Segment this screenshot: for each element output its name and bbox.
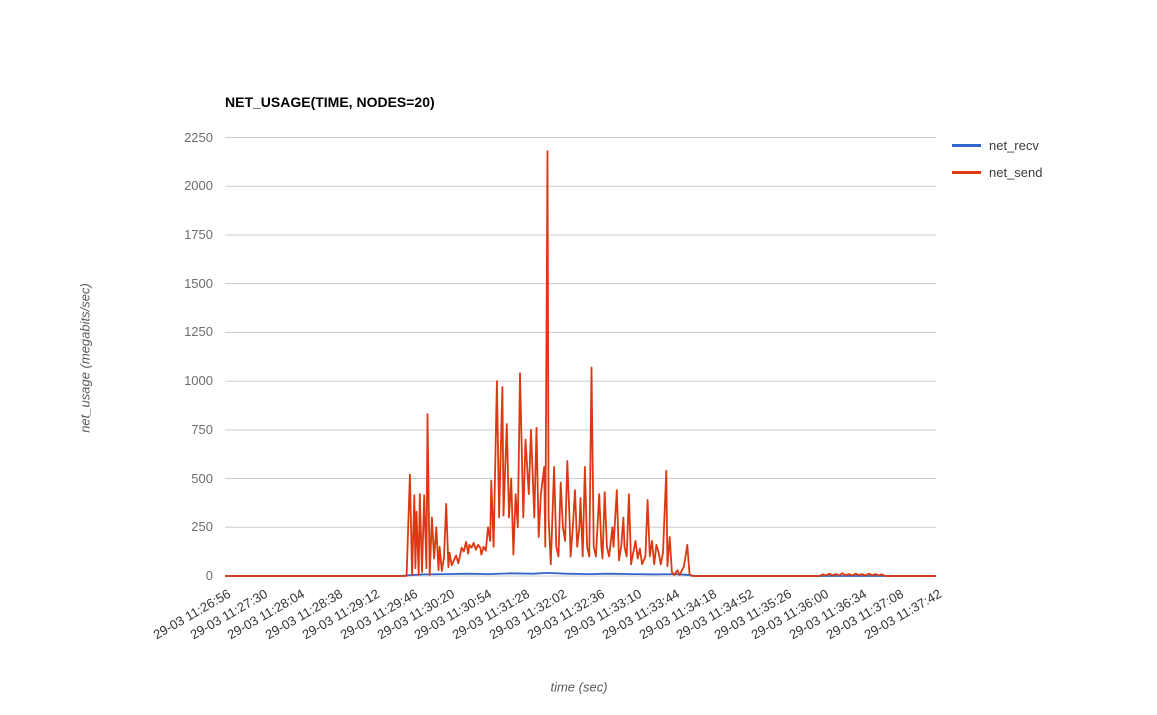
- legend-item-net-recv: net_recv: [952, 132, 1043, 159]
- legend-label-net-send: net_send: [989, 165, 1043, 180]
- net_recv-line[interactable]: [225, 572, 936, 577]
- y-axis-tick-label: 1250: [184, 324, 213, 340]
- y-axis-tick-label: 2250: [184, 129, 213, 145]
- y-axis-tick-label: 2000: [184, 178, 213, 194]
- y-axis-tick-label: 1000: [184, 373, 213, 389]
- y-axis-tick-label: 250: [191, 519, 213, 535]
- legend: net_recv net_send: [952, 132, 1043, 186]
- y-axis-tick-label: 750: [191, 421, 213, 437]
- net-recv-line-swatch-icon: [952, 144, 981, 147]
- y-axis-title: net_usage (megabits/sec): [77, 283, 93, 433]
- y-axis-tick-label: 500: [191, 470, 213, 486]
- legend-label-net-recv: net_recv: [989, 138, 1039, 153]
- y-axis-tick-label: 1750: [184, 226, 213, 242]
- net-send-line-swatch-icon: [952, 171, 981, 174]
- x-axis-title: time (sec): [550, 679, 608, 695]
- chart-title: NET_USAGE(TIME, NODES=20): [225, 94, 435, 110]
- legend-item-net-send: net_send: [952, 159, 1043, 186]
- net_send-line[interactable]: [225, 150, 936, 577]
- y-axis-tick-label: 0: [205, 568, 213, 583]
- y-axis-tick-label: 1500: [184, 275, 213, 291]
